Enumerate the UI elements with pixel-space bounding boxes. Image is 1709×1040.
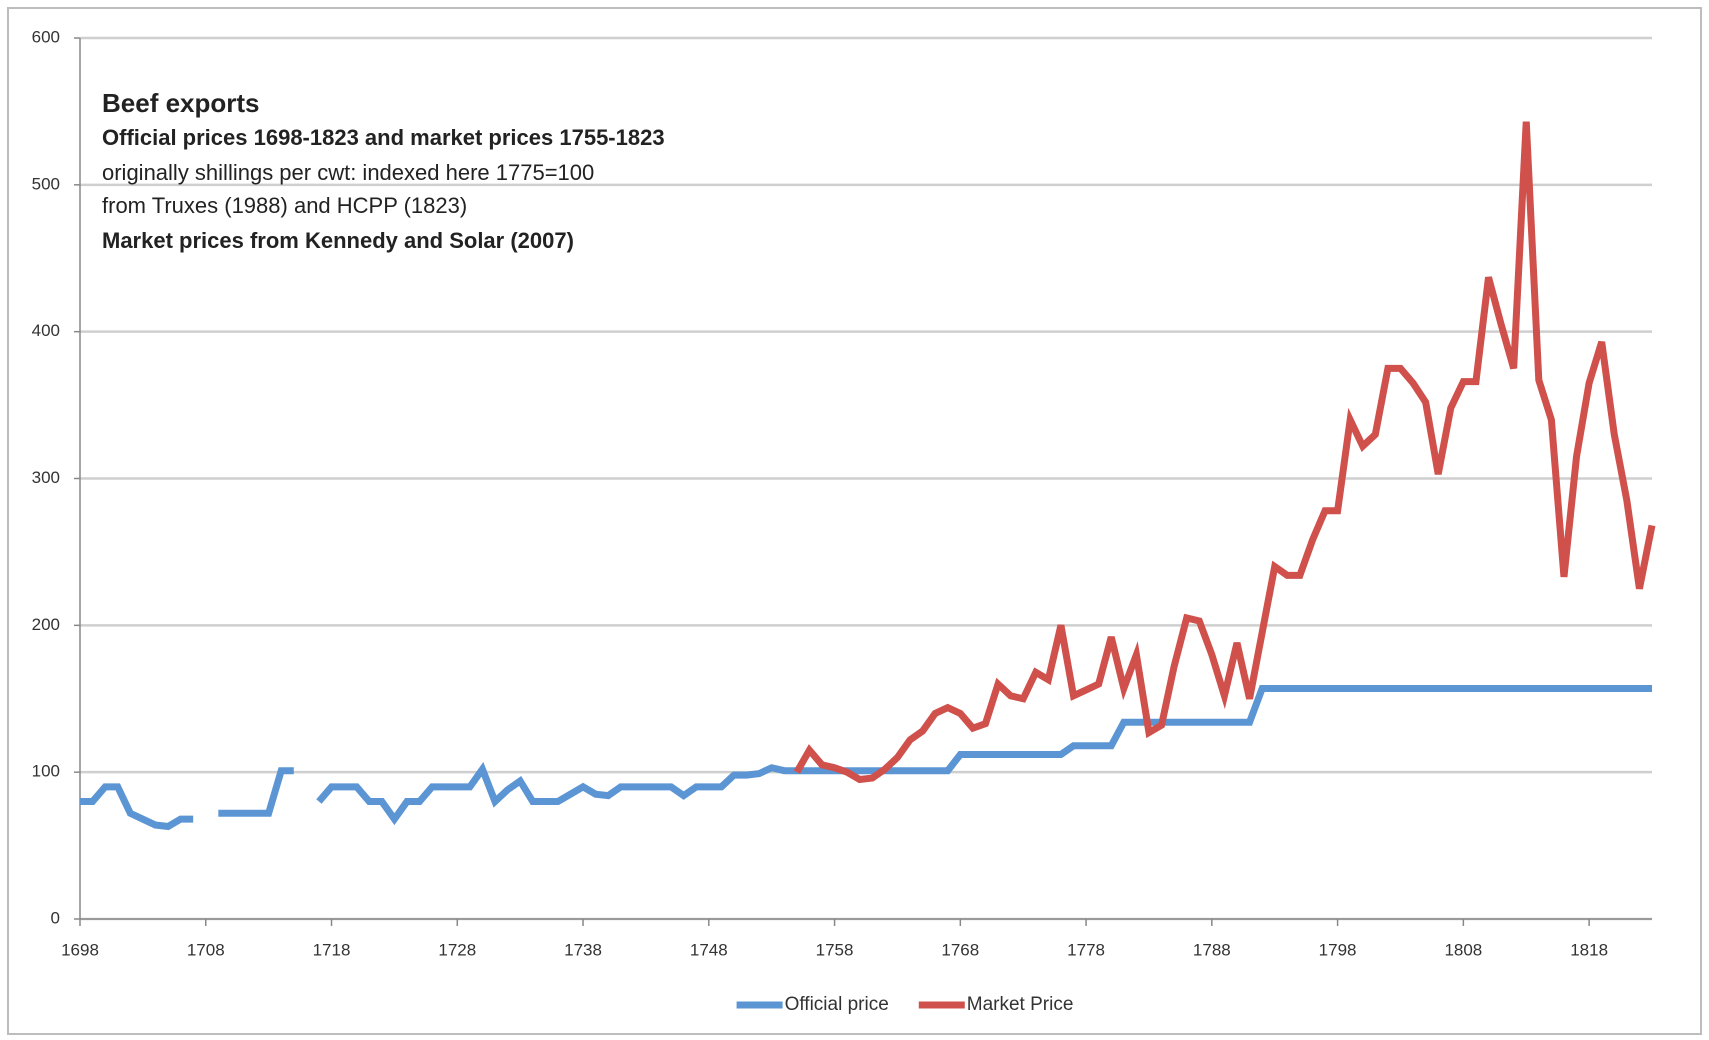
grid — [74, 36, 1652, 926]
y-tick-label: 0 — [51, 908, 60, 927]
y-tick-label: 600 — [32, 27, 60, 46]
subtitle: from Truxes (1988) and HCPP (1823) — [102, 193, 467, 218]
series-line — [80, 684, 1652, 831]
series-line — [793, 121, 1656, 784]
x-tick-label: 1768 — [941, 940, 979, 959]
x-tick-label: 1818 — [1570, 940, 1608, 959]
legend-label: Official price — [785, 994, 889, 1015]
x-tick-label: 1698 — [61, 940, 99, 959]
y-tick-label: 200 — [32, 615, 60, 634]
chart-frame — [7, 7, 1702, 1035]
lines — [80, 121, 1656, 831]
x-tick-label: 1718 — [313, 940, 351, 959]
x-tick-label: 1728 — [438, 940, 476, 959]
x-tick-label: 1748 — [690, 940, 728, 959]
x-tick-label: 1758 — [816, 940, 854, 959]
x-tick-label: 1708 — [187, 940, 225, 959]
chart-title: Beef exports — [102, 88, 260, 118]
x-tick-label: 1808 — [1444, 940, 1482, 959]
y-tick-label: 100 — [32, 762, 60, 781]
y-tick-label: 300 — [32, 468, 60, 487]
x-tick-label: 1798 — [1319, 940, 1357, 959]
subtitle: Official prices 1698-1823 and market pri… — [102, 125, 665, 150]
x-tick-label: 1738 — [564, 940, 602, 959]
x-tick-label: 1788 — [1193, 940, 1231, 959]
x-tick-label: 1778 — [1067, 940, 1105, 959]
y-tick-label: 400 — [32, 321, 60, 340]
legend-label: Market Price — [967, 994, 1074, 1015]
subtitle: originally shillings per cwt: indexed he… — [102, 160, 594, 185]
subtitle: Market prices from Kennedy and Solar (20… — [102, 228, 574, 253]
y-tick-label: 500 — [32, 174, 60, 193]
